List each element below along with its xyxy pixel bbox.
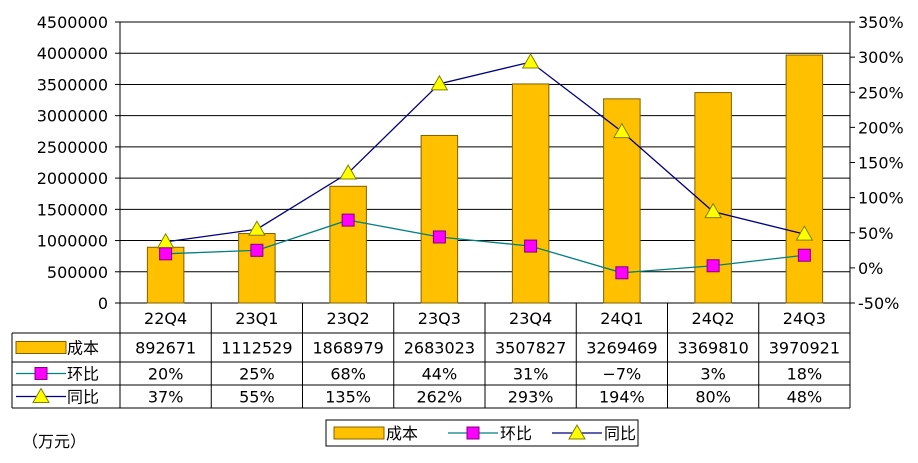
x-tick-label: 24Q2	[692, 309, 735, 328]
table-cell: 3970921	[769, 339, 840, 358]
legend-qoq-key-marker	[466, 426, 480, 440]
point-qoq	[615, 266, 629, 280]
table-cell: 293%	[508, 388, 554, 407]
y-left-tick-label: 4500000	[37, 13, 108, 32]
y-left-tick-label: 1500000	[37, 200, 108, 219]
series-line-triangle	[165, 61, 805, 243]
point-yoy	[704, 202, 722, 219]
x-tick-label: 23Q1	[235, 309, 278, 328]
point-qoq	[797, 248, 811, 262]
table-cell: 68%	[330, 365, 366, 384]
y-right-tick-label: 250%	[858, 83, 904, 102]
y-right-tick-label: 50%	[858, 224, 894, 243]
table-cell: 25%	[239, 365, 275, 384]
point-qoq	[341, 213, 355, 227]
table-row-label: 环比	[67, 365, 99, 384]
bar-cost	[329, 185, 367, 304]
bar-cost	[511, 83, 550, 304]
y-left-tick-label: 4000000	[37, 44, 108, 63]
x-tick-label: 22Q4	[144, 309, 187, 328]
x-tick-label: 23Q3	[418, 309, 461, 328]
table-cell: 892671	[135, 339, 196, 358]
y-left-tick-label: 3500000	[37, 75, 108, 94]
legend-yoy-key-marker	[568, 423, 586, 440]
y-right-tick-label: 0%	[858, 259, 883, 278]
legend-label: 环比	[500, 424, 532, 443]
series-line-square	[165, 219, 805, 274]
x-tick-label: 24Q3	[783, 309, 826, 328]
y-right-tick-label: 100%	[858, 189, 904, 208]
point-qoq	[432, 230, 446, 244]
y-left-tick-label: 1000000	[37, 232, 108, 251]
y-left-tick-label: 2500000	[37, 138, 108, 157]
table-cell: 135%	[325, 388, 371, 407]
table-cell: 48%	[787, 388, 823, 407]
y-left-tick-label: 500000	[47, 263, 108, 282]
table-cell: 3369810	[677, 339, 748, 358]
table-cell: 2683023	[404, 339, 475, 358]
table-row-bar-key	[15, 341, 67, 354]
y-right-tick-label: 350%	[858, 13, 904, 32]
point-yoy	[339, 164, 357, 180]
table-row-label: 同比	[67, 388, 99, 407]
table-cell: 262%	[417, 388, 463, 407]
point-qoq	[706, 259, 720, 273]
table-cell: 3%	[700, 365, 725, 384]
table-cell: 18%	[787, 365, 823, 384]
bar-cost	[785, 54, 824, 304]
table-cell: 80%	[695, 388, 731, 407]
table-row-label: 成本	[67, 339, 99, 358]
y-left-tick-label: 0	[98, 294, 108, 313]
table-cell: −7%	[602, 365, 641, 384]
legend-bar-key	[333, 426, 385, 440]
table-cell: 3507827	[495, 339, 566, 358]
table-cell: 1112529	[221, 339, 292, 358]
x-tick-label: 23Q4	[509, 309, 552, 328]
point-qoq	[250, 243, 264, 257]
y-right-tick-label: 200%	[858, 118, 904, 137]
y-right-tick-label: 300%	[858, 48, 904, 67]
plot-frame	[119, 21, 851, 304]
point-yoy	[795, 225, 814, 241]
point-yoy	[521, 53, 540, 69]
y-left-tick-label: 3000000	[37, 107, 108, 126]
x-tick-label: 24Q1	[600, 309, 643, 328]
legend-label: 成本	[386, 424, 418, 443]
table-cell: 1868979	[312, 339, 383, 358]
point-yoy	[248, 220, 266, 236]
table-cell: 44%	[422, 365, 458, 384]
point-qoq	[159, 247, 173, 261]
point-yoy	[430, 74, 449, 91]
legend-label: 同比	[604, 424, 636, 443]
bar-cost	[420, 134, 459, 304]
x-tick-label: 23Q2	[327, 309, 370, 328]
y-right-tick-label: -50%	[858, 294, 899, 313]
table-cell: 194%	[599, 388, 645, 407]
y-right-tick-label: 150%	[858, 154, 904, 173]
point-yoy	[613, 122, 631, 139]
unit-note: （万元）	[22, 432, 87, 451]
table-cell: 37%	[148, 388, 184, 407]
table-cell: 55%	[239, 388, 275, 407]
table-cell: 20%	[148, 365, 184, 384]
table-cell: 3269469	[586, 339, 657, 358]
table-cell: 31%	[513, 365, 549, 384]
point-qoq	[524, 239, 538, 253]
table-row-qoq-key-marker	[34, 367, 48, 380]
y-left-tick-label: 2000000	[37, 169, 108, 188]
table-row-yoy-key-marker	[32, 387, 50, 403]
